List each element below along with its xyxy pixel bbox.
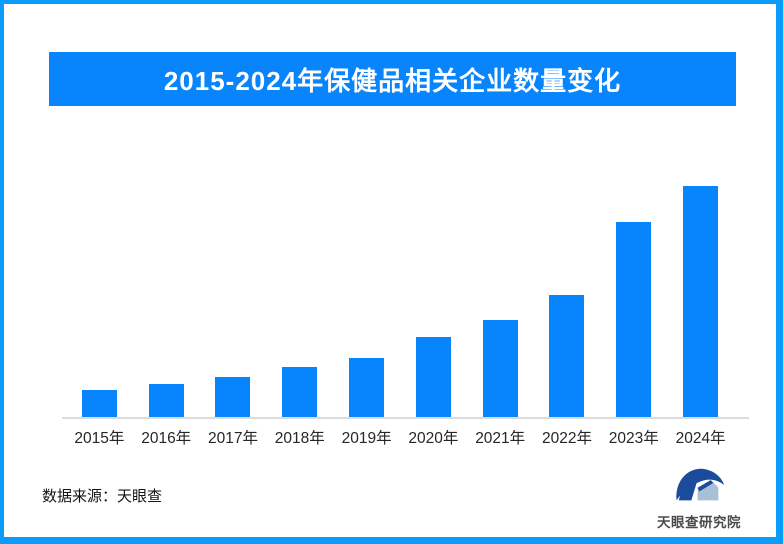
bar-column xyxy=(467,186,534,417)
bar-2023年 xyxy=(616,222,652,417)
bar-2020年 xyxy=(415,337,451,417)
bar-column xyxy=(200,186,267,417)
x-axis-label: 2015年 xyxy=(74,430,125,447)
bar-2024年 xyxy=(683,186,719,417)
bar-column xyxy=(667,186,734,417)
x-axis-label: 2022年 xyxy=(541,430,592,447)
x-axis-line xyxy=(62,417,749,419)
house-roof-highlight xyxy=(697,480,714,492)
x-axis-label: 2017年 xyxy=(208,430,258,447)
eagle-body-shape xyxy=(678,481,698,501)
tianyancha-eagle-icon xyxy=(676,468,725,501)
x-axis-label: 2018年 xyxy=(274,430,325,447)
x-axis-label: 2016年 xyxy=(141,430,192,447)
bar-2021年 xyxy=(482,320,518,417)
tianyancha-logo: 天眼查研究院 xyxy=(646,463,752,531)
bar-column xyxy=(333,186,400,417)
x-axis-label: 2023年 xyxy=(608,430,659,447)
x-axis-labels: 2015年 2016年 2017年 2018年 2019年 2020年 2021年 2022年… xyxy=(66,427,734,451)
logo-text: 天眼查研究院 xyxy=(657,515,741,530)
bar-2017年 xyxy=(215,377,251,417)
bar-column xyxy=(534,186,601,417)
bar-2022年 xyxy=(549,295,585,417)
bar-2015年 xyxy=(81,390,117,417)
bar-column xyxy=(133,186,200,417)
bar-2016年 xyxy=(148,384,184,417)
x-axis-label: 2021年 xyxy=(475,430,526,447)
x-axis-label: 2024年 xyxy=(675,430,726,447)
eagle-wing-shape xyxy=(676,468,725,501)
data-source-label: 数据来源：天眼查 xyxy=(42,488,163,505)
bar-column xyxy=(66,186,133,417)
bar-2019年 xyxy=(349,358,385,417)
bars-row xyxy=(66,186,734,417)
x-axis-label: 2020年 xyxy=(408,430,459,447)
chart-title-banner: 2015-2024年保健品相关企业数量变化 xyxy=(49,52,736,106)
chart-title: 2015-2024年保健品相关企业数量变化 xyxy=(163,65,622,96)
bar-column xyxy=(600,186,667,417)
x-axis-label: 2019年 xyxy=(341,430,392,447)
bar-2018年 xyxy=(282,367,318,417)
bar-column xyxy=(266,186,333,417)
bar-column xyxy=(400,186,467,417)
card-canvas: 2015-2024年保健品相关企业数量变化 2015年 2016年 2017年 201… xyxy=(4,4,776,537)
